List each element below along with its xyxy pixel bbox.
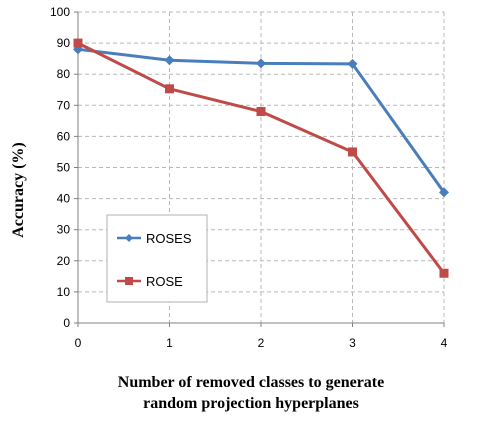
data-point-roses — [164, 55, 175, 66]
x-axis-title-line-1: Number of removed classes to generate — [118, 374, 384, 391]
y-tick-label: 100 — [50, 5, 70, 19]
y-tick-label: 40 — [57, 192, 71, 206]
data-point-rose — [256, 107, 266, 117]
series-group — [73, 38, 449, 278]
y-tick-label: 70 — [57, 98, 71, 112]
data-point-rose — [348, 147, 357, 157]
data-point-rose — [165, 84, 174, 94]
x-tick-label: 2 — [258, 336, 265, 350]
data-point-roses — [256, 58, 266, 69]
x-tick-label: 4 — [441, 336, 448, 350]
x-tick-label: 3 — [349, 336, 356, 350]
y-tick-label: 30 — [57, 223, 71, 237]
legend-box — [106, 214, 208, 303]
y-tick-label: 10 — [57, 285, 71, 299]
data-point-roses — [347, 58, 358, 69]
x-axis-title-line-2: random projection hyperplanes — [143, 395, 359, 412]
legend-label-rose: ROSE — [146, 274, 183, 289]
data-point-rose — [439, 268, 449, 278]
y-tick-label: 90 — [57, 36, 71, 50]
data-point-rose — [73, 38, 83, 48]
legend-item-rose: ROSE — [117, 274, 183, 289]
data-point-roses — [439, 187, 449, 198]
series-rose — [73, 38, 449, 278]
y-axis-title: Accuracy (%) — [10, 142, 27, 238]
x-tick-label: 0 — [75, 336, 82, 350]
y-tick-labels: 0 10 20 30 40 50 60 70 80 90 100 — [50, 5, 70, 330]
y-tick-label: 20 — [57, 254, 71, 268]
legend-label-roses: ROSES — [146, 231, 192, 246]
x-tick-label: 1 — [166, 336, 173, 350]
legend-marker-rose — [125, 277, 133, 285]
x-tick-labels: 0 1 2 3 4 — [75, 336, 448, 350]
legend-item-roses: ROSES — [117, 231, 192, 246]
y-tick-label: 80 — [57, 67, 71, 81]
y-tick-label: 50 — [57, 161, 71, 175]
y-tick-label: 60 — [57, 129, 71, 143]
legend-marker-roses — [125, 234, 133, 242]
legend: ROSES ROSE — [106, 214, 208, 303]
y-tick-label: 0 — [63, 316, 70, 330]
axes — [74, 11, 445, 327]
